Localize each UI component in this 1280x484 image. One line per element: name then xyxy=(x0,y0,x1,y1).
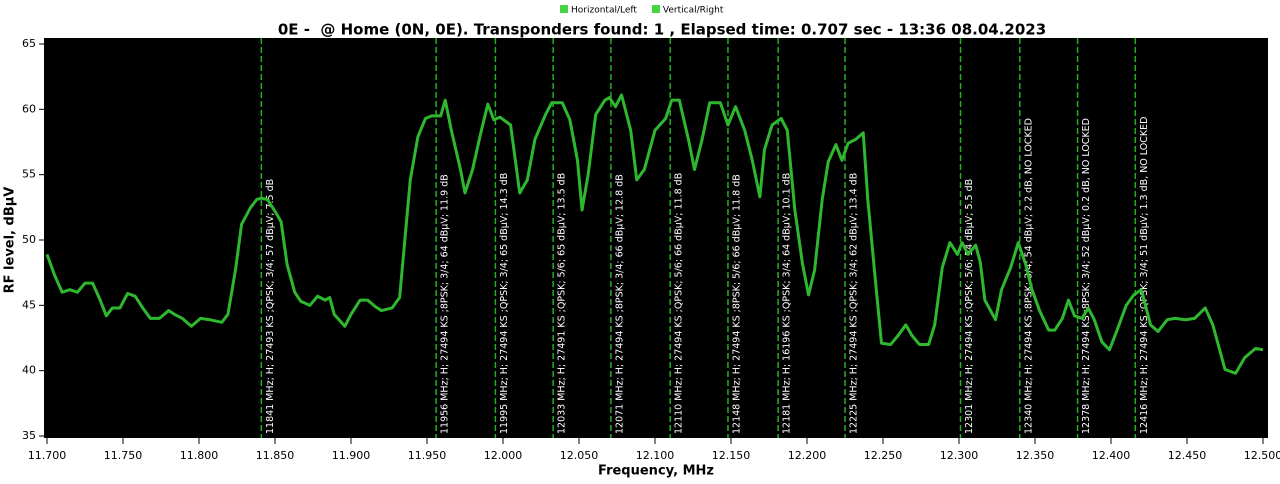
x-tick-label: 12.000 xyxy=(484,449,523,462)
y-tick-label: 45 xyxy=(22,298,36,311)
transponder-label: 11841 MHz; H; 27493 KS ;QPSK; 3/4; 57 dB… xyxy=(265,179,276,434)
x-tick-label: 11.800 xyxy=(180,449,219,462)
x-tick-label: 11.950 xyxy=(408,449,447,462)
transponder-label: 12071 MHz; H; 27494 KS ;8PSK; 3/4; 66 dB… xyxy=(614,174,625,434)
y-tick-label: 35 xyxy=(22,429,36,442)
x-tick-label: 12.200 xyxy=(788,449,827,462)
x-axis-label: Frequency, MHz xyxy=(598,464,714,479)
legend-label: Horizontal/Left xyxy=(571,6,637,16)
transponder-label: 12416 MHz; H; 27494 KS ;QPSK; 3/4; 51 dB… xyxy=(1139,117,1150,434)
x-tick-label: 12.400 xyxy=(1092,449,1131,462)
x-tick-label: 11.750 xyxy=(104,449,143,462)
chart-title: 0E - @ Home (0N, 0E). Transponders found… xyxy=(278,21,1046,39)
plot-area xyxy=(44,38,1268,438)
legend-label: Vertical/Right xyxy=(663,6,724,16)
transponder-label: 12301 MHz; H; 27494 KS ;QPSK; 5/6; 54 dB… xyxy=(964,179,975,434)
x-tick-label: 11.700 xyxy=(28,449,67,462)
transponder-label: 12110 MHz; H; 27494 KS ;QPSK; 5/6; 66 dB… xyxy=(674,173,685,434)
x-tick-label: 12.300 xyxy=(940,449,979,462)
transponder-label: 11995 MHz; H; 27494 KS ;QPSK; 3/4; 65 dB… xyxy=(499,173,510,434)
x-tick-label: 12.350 xyxy=(1016,449,1055,462)
x-tick-label: 12.250 xyxy=(864,449,903,462)
x-tick-label: 12.450 xyxy=(1168,449,1207,462)
legend-swatch xyxy=(651,5,660,13)
y-tick-label: 40 xyxy=(22,364,36,377)
x-tick-label: 12.500 xyxy=(1244,449,1280,462)
x-tick-label: 11.850 xyxy=(256,449,295,462)
x-tick-label: 12.150 xyxy=(712,449,751,462)
transponder-label: 12378 MHz; H; 27494 KS ;8PSK; 3/4; 52 dB… xyxy=(1081,118,1092,434)
transponder-label: 12181 MHz; H; 16196 KS ;QPSK; 3/4; 64 dB… xyxy=(782,173,793,434)
y-tick-label: 60 xyxy=(22,102,36,115)
x-tick-label: 11.900 xyxy=(332,449,371,462)
transponder-label: 12225 MHz; H; 27494 KS ;QPSK; 3/4; 62 dB… xyxy=(849,173,860,434)
y-tick-label: 65 xyxy=(22,37,36,50)
transponder-label: 12148 MHz; H; 27494 KS ;8PSK; 5/6; 66 dB… xyxy=(731,174,742,434)
y-tick-label: 55 xyxy=(22,168,36,181)
y-tick-label: 50 xyxy=(22,233,36,246)
y-axis-label: RF level, dBµV xyxy=(3,187,18,294)
transponder-label: 12033 MHz; H; 27491 KS ;QPSK; 5/6; 65 dB… xyxy=(557,173,568,434)
x-tick-label: 12.100 xyxy=(636,449,675,462)
legend-swatch xyxy=(560,5,568,13)
transponder-label: 11956 MHz; H; 27494 KS ;8PSK; 3/4; 64 dB… xyxy=(440,174,451,434)
x-tick-label: 12.050 xyxy=(560,449,599,462)
spectrum-line xyxy=(45,93,1264,375)
